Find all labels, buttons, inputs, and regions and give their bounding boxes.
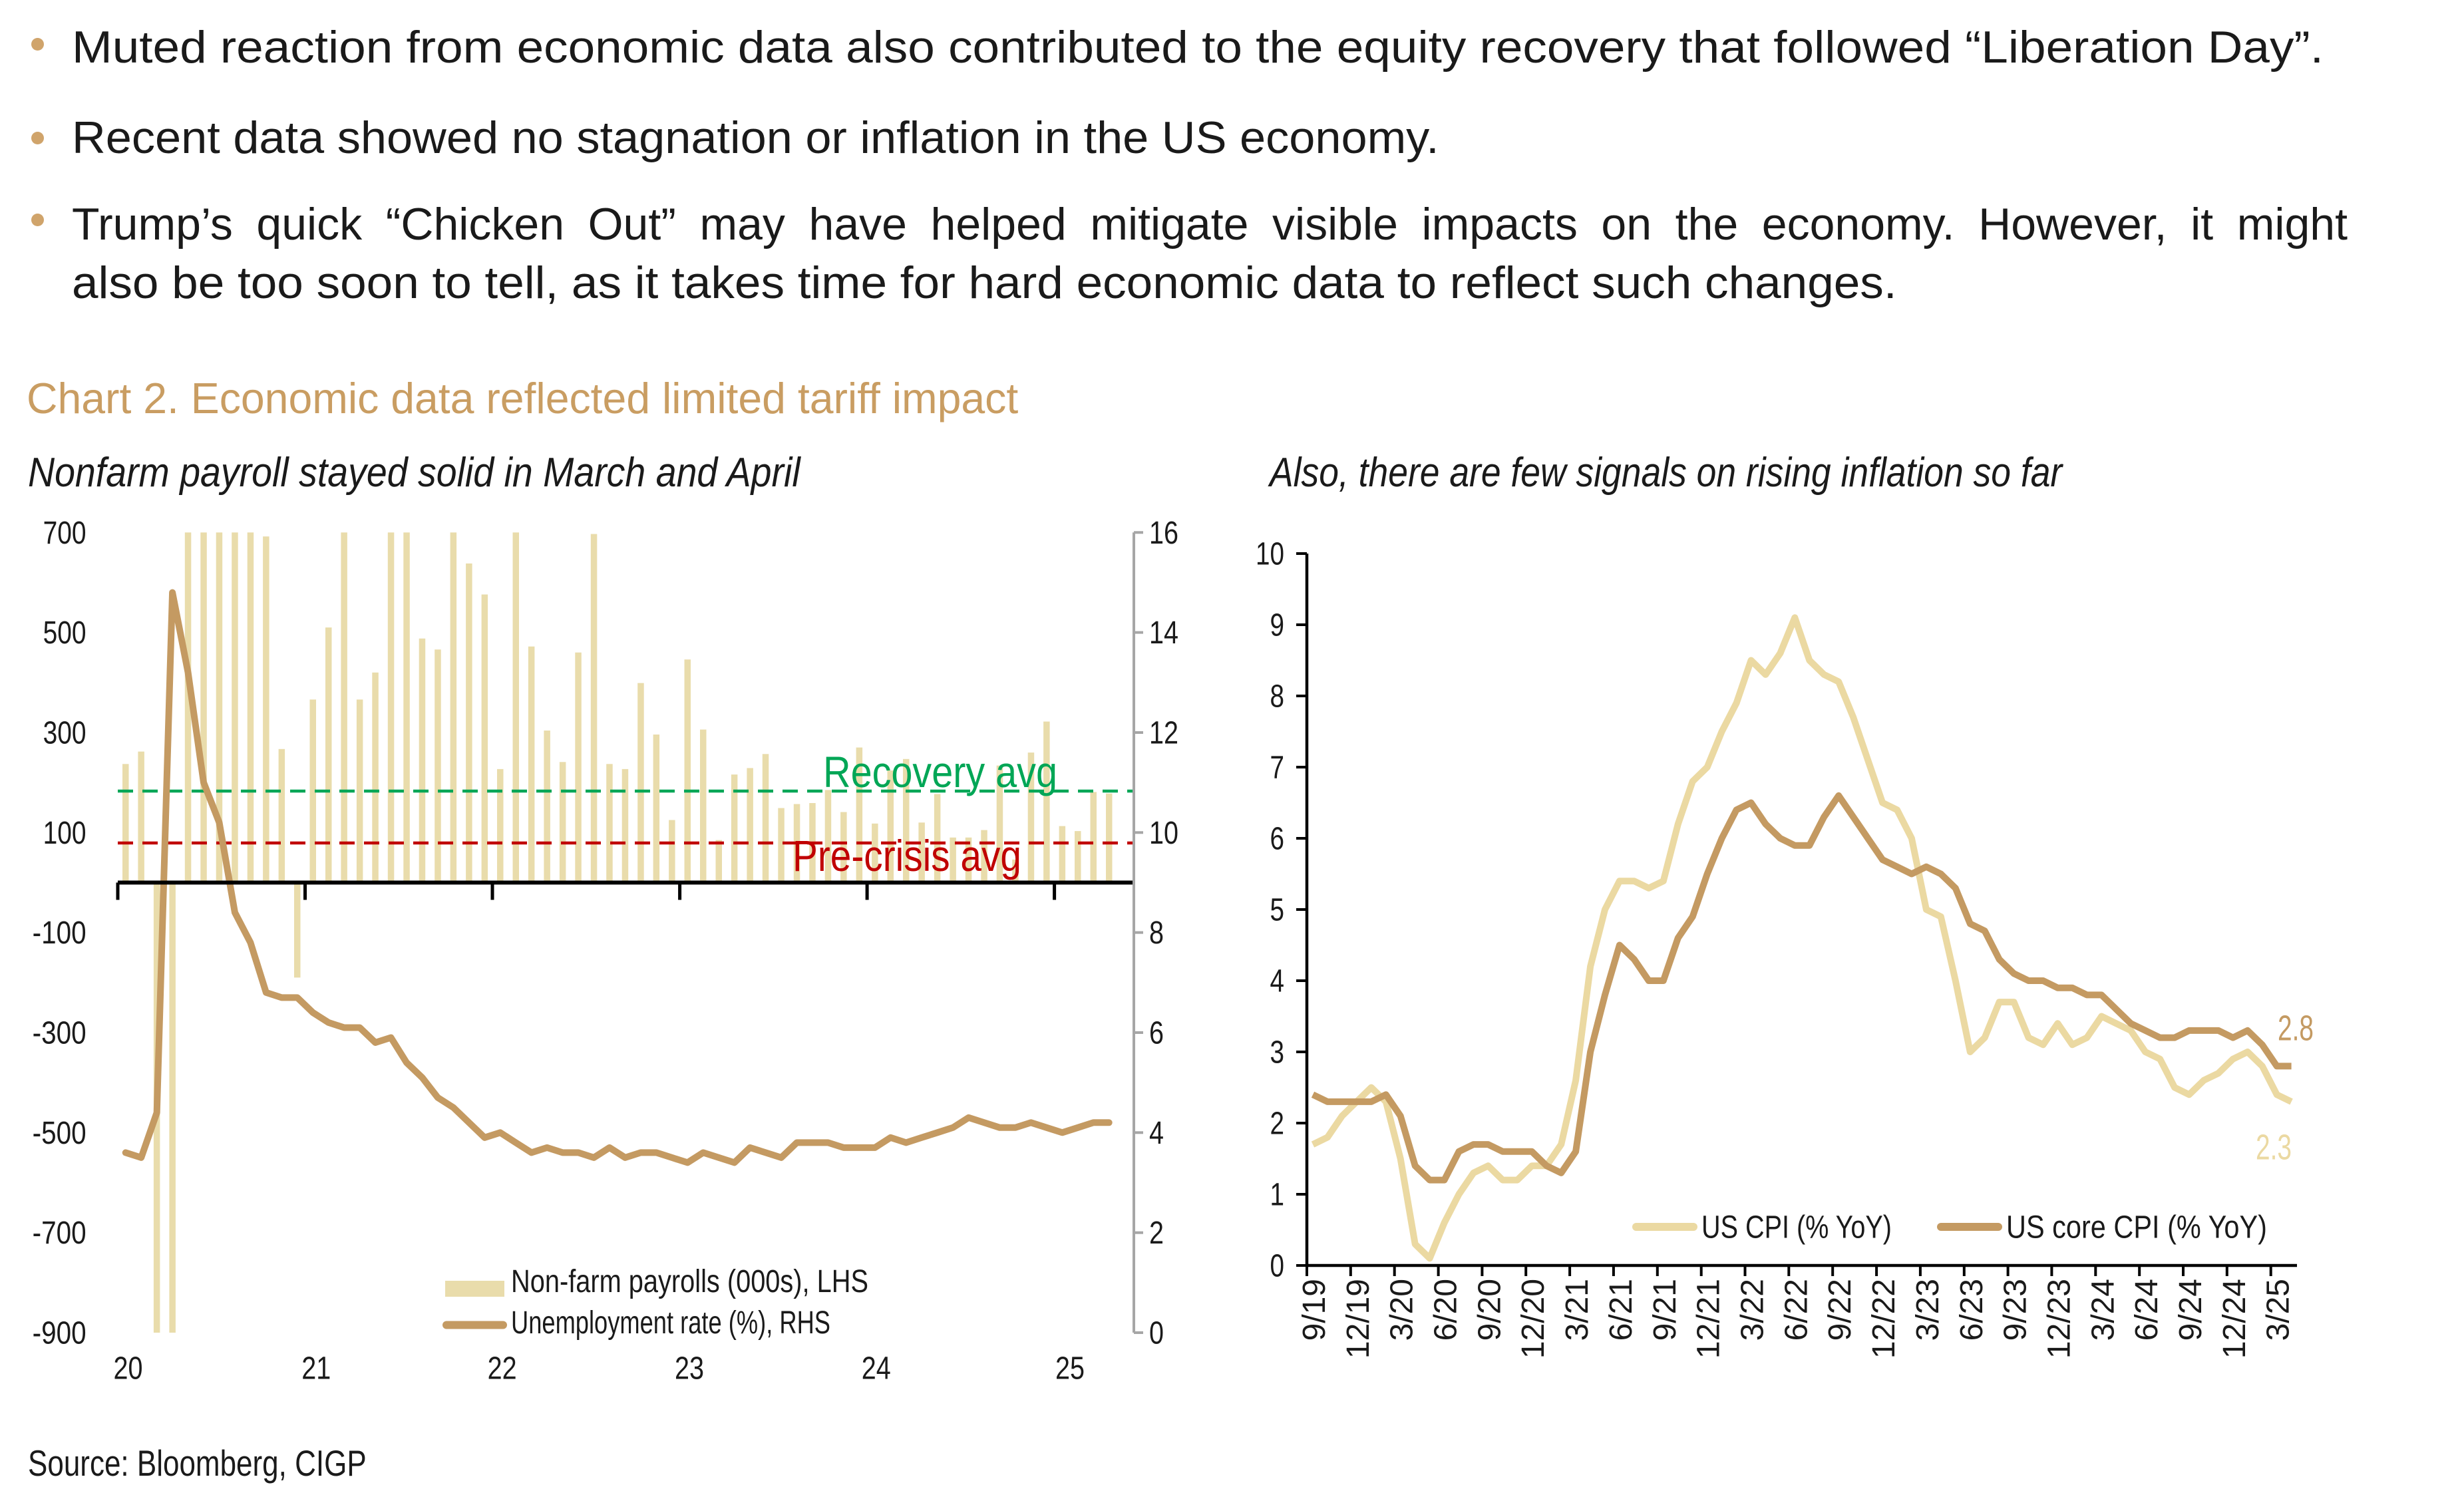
svg-text:3/22: 3/22: [1735, 1279, 1771, 1341]
svg-text:3: 3: [1270, 1035, 1285, 1071]
svg-text:9/22: 9/22: [1823, 1279, 1858, 1341]
svg-text:8: 8: [1270, 679, 1285, 715]
svg-text:2.8: 2.8: [2278, 1009, 2314, 1049]
svg-text:12/20: 12/20: [1516, 1279, 1551, 1359]
svg-text:14: 14: [1149, 615, 1178, 651]
svg-text:6/24: 6/24: [2129, 1279, 2165, 1341]
svg-text:0: 0: [1270, 1249, 1285, 1284]
svg-text:700: 700: [43, 516, 87, 551]
svg-text:-700: -700: [33, 1216, 87, 1251]
svg-text:3/23: 3/23: [1910, 1279, 1946, 1341]
svg-text:US core CPI (% YoY): US core CPI (% YoY): [2006, 1210, 2267, 1246]
svg-text:9/23: 9/23: [1998, 1279, 2033, 1341]
svg-text:5: 5: [1270, 893, 1285, 928]
svg-text:0: 0: [1149, 1316, 1164, 1351]
svg-text:4: 4: [1149, 1116, 1164, 1151]
svg-text:8: 8: [1149, 915, 1164, 951]
svg-text:21: 21: [301, 1351, 331, 1386]
svg-text:24: 24: [862, 1351, 891, 1386]
svg-text:3/24: 3/24: [2085, 1279, 2121, 1341]
svg-text:23: 23: [675, 1351, 704, 1386]
svg-text:6/23: 6/23: [1954, 1279, 1990, 1341]
svg-text:20: 20: [114, 1351, 143, 1386]
svg-text:12/21: 12/21: [1691, 1279, 1727, 1359]
svg-text:6: 6: [1270, 822, 1285, 857]
svg-text:Unemployment rate (%), RHS: Unemployment rate (%), RHS: [511, 1305, 830, 1341]
svg-text:2.3: 2.3: [2256, 1128, 2292, 1168]
svg-text:6/20: 6/20: [1429, 1279, 1464, 1341]
svg-text:3/21: 3/21: [1560, 1279, 1595, 1341]
svg-text:-300: -300: [33, 1016, 87, 1051]
svg-text:9/19: 9/19: [1297, 1279, 1332, 1341]
svg-text:6/22: 6/22: [1779, 1279, 1814, 1341]
svg-text:12/23: 12/23: [2041, 1279, 2077, 1359]
svg-text:6/21: 6/21: [1604, 1279, 1639, 1341]
svg-text:500: 500: [43, 615, 87, 651]
svg-text:10: 10: [1256, 537, 1284, 572]
svg-text:Non-farm payrolls (000s), LHS: Non-farm payrolls (000s), LHS: [511, 1264, 868, 1299]
svg-text:3/25: 3/25: [2261, 1279, 2296, 1341]
svg-text:3/20: 3/20: [1385, 1279, 1420, 1341]
svg-text:12/22: 12/22: [1866, 1279, 1902, 1359]
svg-text:10: 10: [1149, 816, 1178, 851]
svg-text:12/19: 12/19: [1341, 1279, 1376, 1359]
svg-text:1: 1: [1270, 1178, 1285, 1213]
svg-text:25: 25: [1055, 1351, 1085, 1386]
svg-text:22: 22: [488, 1351, 517, 1386]
svg-text:6: 6: [1149, 1016, 1164, 1051]
svg-text:9/24: 9/24: [2173, 1279, 2208, 1341]
svg-text:7: 7: [1270, 750, 1285, 786]
svg-text:9/21: 9/21: [1648, 1279, 1683, 1341]
svg-text:Pre-crisis avg: Pre-crisis avg: [792, 831, 1021, 880]
svg-text:16: 16: [1149, 516, 1178, 551]
svg-text:US CPI (% YoY): US CPI (% YoY): [1701, 1210, 1892, 1246]
svg-text:12/24: 12/24: [2217, 1279, 2252, 1359]
svg-text:-900: -900: [33, 1316, 87, 1351]
svg-text:-500: -500: [33, 1116, 87, 1151]
svg-text:2: 2: [1149, 1216, 1164, 1251]
svg-text:Recovery avg: Recovery avg: [823, 747, 1057, 796]
svg-text:300: 300: [43, 716, 87, 751]
svg-text:12: 12: [1149, 716, 1178, 751]
svg-text:9/20: 9/20: [1472, 1279, 1507, 1341]
svg-text:100: 100: [43, 816, 87, 851]
svg-text:4: 4: [1270, 964, 1285, 999]
svg-text:2: 2: [1270, 1106, 1285, 1142]
svg-text:9: 9: [1270, 608, 1285, 643]
svg-text:-100: -100: [33, 915, 87, 951]
